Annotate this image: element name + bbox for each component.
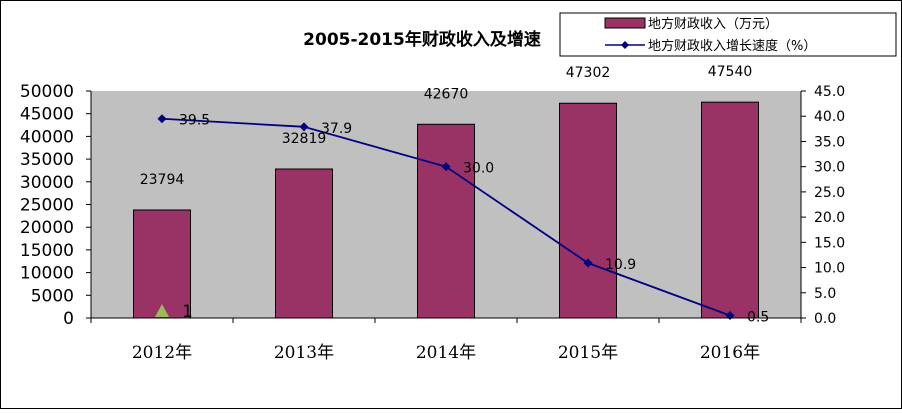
bar-value-label: 47302 (566, 65, 611, 81)
legend-line-marker (621, 41, 629, 49)
right-tick-label: 15.0 (814, 235, 845, 251)
bar-value-label: 23794 (140, 172, 185, 188)
right-tick-label: 40.0 (814, 109, 845, 125)
chart-title: 2005-2015年财政收入及增速 (303, 29, 541, 50)
line-marker (299, 122, 309, 132)
legend-bar-swatch (604, 17, 646, 29)
line-marker (157, 114, 167, 124)
x-category-label: 2014年 (416, 343, 476, 363)
bar (701, 101, 759, 319)
left-tick-label: 5000 (31, 286, 74, 306)
bar-series: 23794 32819 42670 47302 47540 (133, 64, 759, 319)
bar (559, 102, 617, 319)
right-tick-label: 0.0 (814, 311, 836, 327)
bar (417, 123, 475, 319)
line-value-label: 0.5 (747, 309, 769, 325)
right-tick-label: 45.0 (814, 84, 845, 100)
left-tick-label: 15000 (20, 241, 74, 261)
right-tick-label: 5.0 (814, 286, 836, 302)
line-series: 39.5 37.9 30.0 10.9 0.5 (157, 113, 769, 325)
bar (275, 168, 333, 319)
bar (133, 209, 191, 319)
bar-value-label: 32819 (282, 131, 327, 147)
x-category-label: 2016年 (700, 343, 760, 363)
right-tick-label: 25.0 (814, 185, 845, 201)
left-tick-label: 20000 (20, 218, 74, 238)
legend: 地方财政收入（万元） 地方财政收入增长速度（%） (559, 12, 897, 57)
legend-bar-label: 地方财政收入（万元） (648, 16, 778, 32)
left-tick-label: 10000 (20, 264, 74, 284)
left-tick-label: 35000 (20, 150, 74, 170)
line-value-label: 30.0 (463, 161, 494, 177)
triangle-marker-icon (155, 304, 169, 317)
x-category-label: 2015年 (558, 343, 618, 363)
legend-line-label: 地方财政收入增长速度（%） (648, 38, 816, 54)
x-category-label: 2013年 (274, 343, 334, 363)
line-value-label: 39.5 (179, 113, 210, 129)
bar-value-label: 42670 (424, 86, 469, 102)
left-tick-label: 25000 (20, 196, 74, 216)
marker-label: 1 (182, 302, 193, 322)
right-tick-label: 20.0 (814, 210, 845, 226)
line-value-label: 10.9 (605, 257, 636, 273)
bar-value-label: 47540 (708, 64, 753, 80)
x-category-label: 2012年 (132, 343, 192, 363)
right-tick-label: 10.0 (814, 261, 845, 277)
left-tick-label: 0 (63, 309, 74, 329)
left-tick-label: 45000 (20, 105, 74, 125)
line-value-label: 37.9 (321, 121, 352, 137)
left-tick-label: 40000 (20, 127, 74, 147)
right-tick-label: 30.0 (814, 160, 845, 176)
left-tick-label: 50000 (20, 82, 74, 102)
left-tick-label: 30000 (20, 173, 74, 193)
right-tick-label: 35.0 (814, 134, 845, 150)
line-marker (583, 258, 593, 268)
line-marker (441, 162, 451, 172)
